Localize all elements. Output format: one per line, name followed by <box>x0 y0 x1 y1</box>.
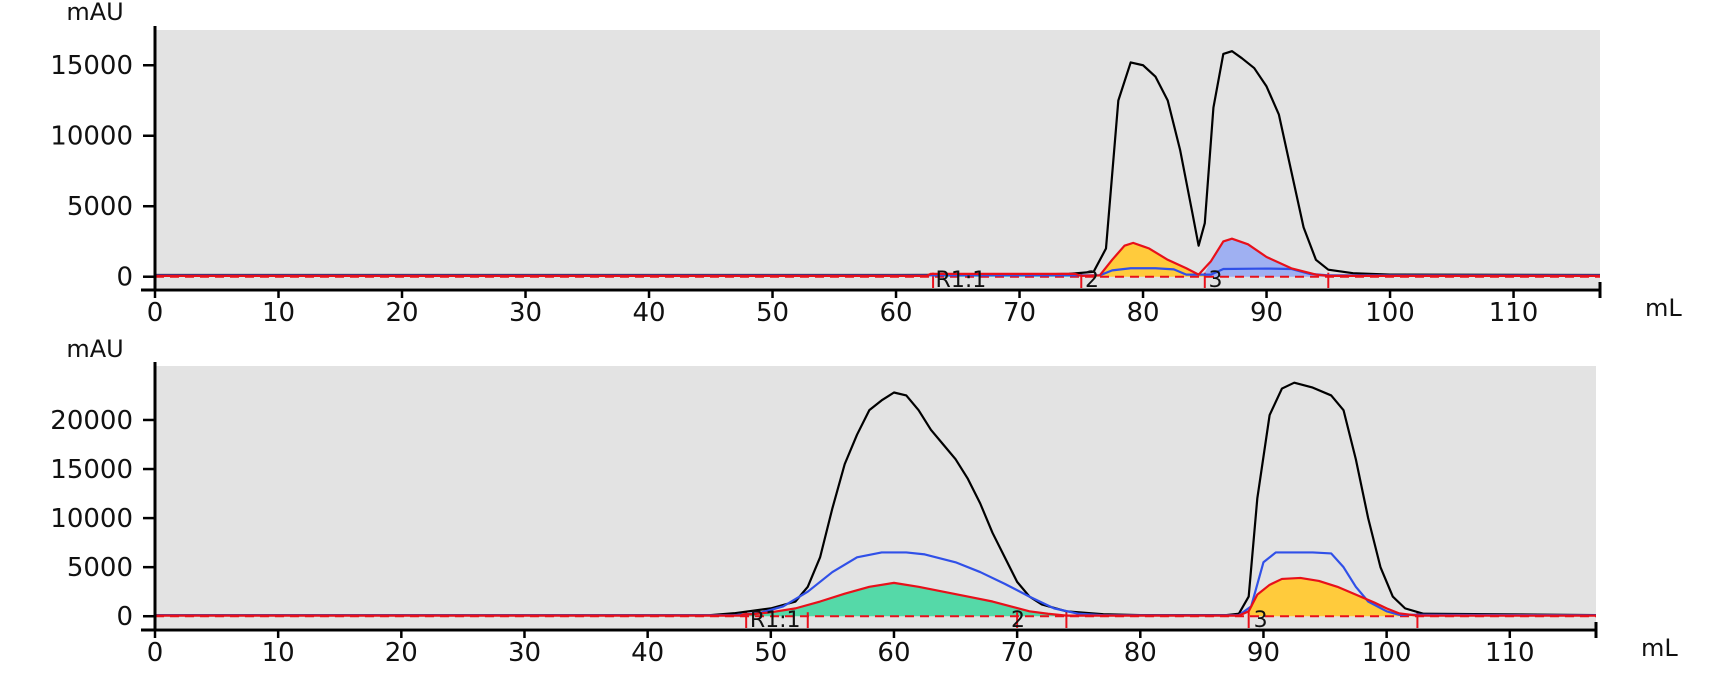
x-unit-label: mL <box>1645 294 1682 322</box>
x-tick-label: 60 <box>877 638 910 668</box>
x-tick-label: 80 <box>1126 298 1159 328</box>
y-tick-label: 20000 <box>50 406 133 436</box>
x-tick-label: 70 <box>1001 638 1034 668</box>
series-line-black <box>155 50 1601 277</box>
x-tick-label: 90 <box>1250 298 1283 328</box>
x-tick-label: 70 <box>1003 298 1036 328</box>
series-line-red <box>155 237 1600 277</box>
fraction-label: 2 <box>1085 268 1099 293</box>
x-tick-label: 20 <box>385 298 418 328</box>
y-tick-label: 5000 <box>67 192 133 222</box>
y-tick-label: 15000 <box>50 455 133 485</box>
series-line-red <box>155 576 1596 617</box>
x-tick-label: 0 <box>147 638 164 668</box>
fraction-fill <box>746 582 1067 617</box>
x-unit-label: mL <box>1641 634 1678 662</box>
fraction-fill <box>1081 242 1205 277</box>
y-unit-label: mAU <box>66 335 123 363</box>
x-tick-label: 110 <box>1485 638 1535 668</box>
x-tick-label: 0 <box>147 298 164 328</box>
y-tick-label: 10000 <box>50 122 133 152</box>
y-tick-label: 5000 <box>67 553 133 583</box>
x-tick-label: 30 <box>509 298 542 328</box>
x-tick-label: 60 <box>879 298 912 328</box>
plot-area <box>155 30 1600 288</box>
plot-area <box>155 366 1596 628</box>
y-tick-label: 0 <box>116 263 133 293</box>
x-tick-label: 100 <box>1362 638 1412 668</box>
y-tick-label: 10000 <box>50 504 133 534</box>
fraction-fill <box>1248 577 1418 617</box>
series-line-black <box>155 381 1597 617</box>
fraction-label: 3 <box>1208 268 1222 293</box>
x-tick-label: 90 <box>1247 638 1280 668</box>
x-tick-label: 40 <box>631 638 664 668</box>
y-tick-label: 0 <box>116 602 133 632</box>
y-unit-label: mAU <box>66 0 123 26</box>
x-tick-label: 20 <box>385 638 418 668</box>
series-line-blue <box>155 551 1597 617</box>
x-tick-label: 80 <box>1124 638 1157 668</box>
x-tick-label: 50 <box>756 298 789 328</box>
x-tick-label: 10 <box>262 638 295 668</box>
fraction-label: 2 <box>1011 608 1025 633</box>
x-tick-label: 30 <box>508 638 541 668</box>
x-tick-label: 100 <box>1365 298 1415 328</box>
x-tick-label: 110 <box>1489 298 1539 328</box>
x-tick-label: 50 <box>754 638 787 668</box>
x-tick-label: 10 <box>262 298 295 328</box>
y-tick-label: 15000 <box>50 51 133 81</box>
fraction-label: 3 <box>1254 608 1268 633</box>
x-tick-label: 40 <box>632 298 665 328</box>
